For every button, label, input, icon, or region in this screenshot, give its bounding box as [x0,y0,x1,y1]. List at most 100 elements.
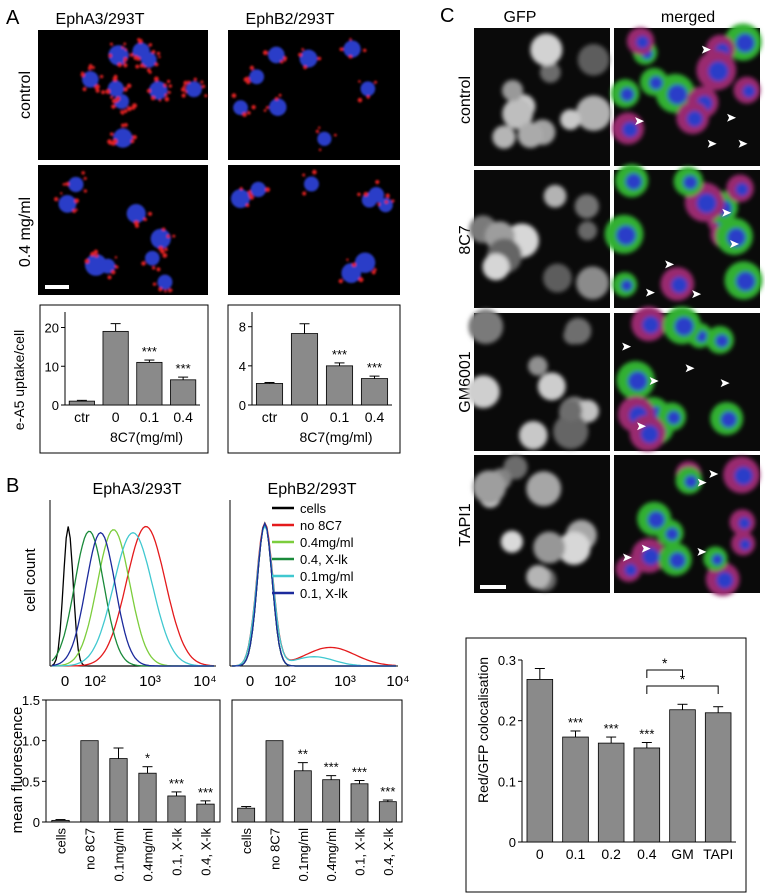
panel-c-row-label-control: control [457,76,474,124]
bar [526,679,554,843]
bar [704,712,732,843]
y-tick-label: 1.5 [22,693,40,708]
nucleus [144,250,160,266]
category-label: 0.1 [140,409,160,425]
nucleus [107,80,124,97]
nucleus [150,228,171,249]
x-axis-label: 8C7(mg/ml) [110,429,183,445]
merged-cells [615,456,760,597]
arrowhead-marker [685,364,695,373]
red-puncta [182,84,186,88]
red-puncta [391,199,395,203]
bar [136,361,163,406]
gfp-cell [467,375,500,409]
red-puncta [124,123,128,127]
nucleus [343,40,361,58]
red-puncta [95,88,100,93]
red-puncta [65,181,70,186]
micrograph-a-ephb2-control [228,30,400,160]
merged-nucleus [684,475,698,488]
red-puncta [81,171,85,175]
red-puncta [348,55,353,59]
nucleus [268,46,285,64]
nucleus [368,187,385,203]
panel-b-hist-ylabel: cell count [22,547,39,611]
bar [293,770,312,823]
red-puncta [357,192,361,197]
gfp-cell [500,530,523,553]
red-puncta [247,190,252,194]
nucleus [230,189,250,209]
significance-label: *** [568,715,583,730]
red-puncta [130,139,135,144]
red-puncta [59,192,63,195]
red-puncta [121,112,125,115]
red-puncta [318,148,322,152]
red-puncta [161,227,166,231]
merged-nucleus [642,316,660,334]
red-puncta [168,84,173,88]
micrograph-a-ephb2-04 [228,165,400,295]
red-puncta [333,133,337,137]
histogram-curve [232,521,396,667]
red-puncta [384,200,388,204]
merged-nucleus [647,511,665,529]
red-puncta [349,38,352,41]
category-label: GM [671,846,694,862]
category-label: ctr [74,409,90,425]
merged-nucleus [670,276,688,294]
gfp-cell [533,531,566,564]
red-puncta [84,258,90,264]
red-puncta [262,50,268,56]
red-puncta [123,42,127,46]
arrowhead-marker [727,113,737,122]
nucleus [149,81,168,100]
red-puncta [301,48,304,51]
red-puncta [193,77,197,81]
red-puncta [126,83,132,89]
merged-nucleus [616,225,636,246]
y-tick-label: 10 [45,359,59,374]
panel-a-col-title-epha3: EphA3/293T [56,11,145,28]
category-label: 0 [301,409,309,425]
gfp-cell [560,399,583,422]
red-puncta [302,173,306,177]
red-puncta [137,56,141,60]
red-puncta [99,74,104,79]
red-puncta [318,126,321,129]
nucleus [250,181,267,198]
red-puncta [158,287,163,292]
red-puncta [375,179,380,185]
category-label: 0.1mg/ml [296,828,311,882]
merged-nucleus [674,316,694,336]
nucleus [360,81,376,97]
red-puncta [152,282,157,286]
nucleus [299,49,318,68]
significance-label: *** [198,785,213,800]
red-puncta [139,63,144,68]
red-puncta [172,234,176,238]
y-tick-label: 0.5 [22,774,40,789]
red-puncta [315,129,319,133]
gfp-cell [530,33,563,66]
merged-nucleus [715,334,729,348]
red-puncta [93,249,99,255]
panel-a-col-title-ephb2: EphB2/293T [246,11,335,28]
red-puncta [163,83,167,88]
merged-nucleus [667,84,688,105]
arrowhead-marker [635,117,645,126]
red-puncta [114,256,118,259]
category-label: 0.1, X-lk [353,828,368,876]
red-puncta [158,99,162,102]
bar [597,742,625,843]
hist1-xtick-1: 10² [84,673,106,690]
nucleus [354,252,376,273]
gfp-cell [526,564,551,589]
red-puncta [72,209,77,213]
red-puncta [133,135,137,139]
category-label: cells [54,828,69,855]
bar [360,378,389,406]
gfp-cell [482,253,510,281]
bar-chart-a-ephb2: 0 4 8 ctr 0 *** 0.1 *** 0.4 8C7(mg/ml) [227,304,401,454]
y-tick-label: 20 [45,321,59,336]
